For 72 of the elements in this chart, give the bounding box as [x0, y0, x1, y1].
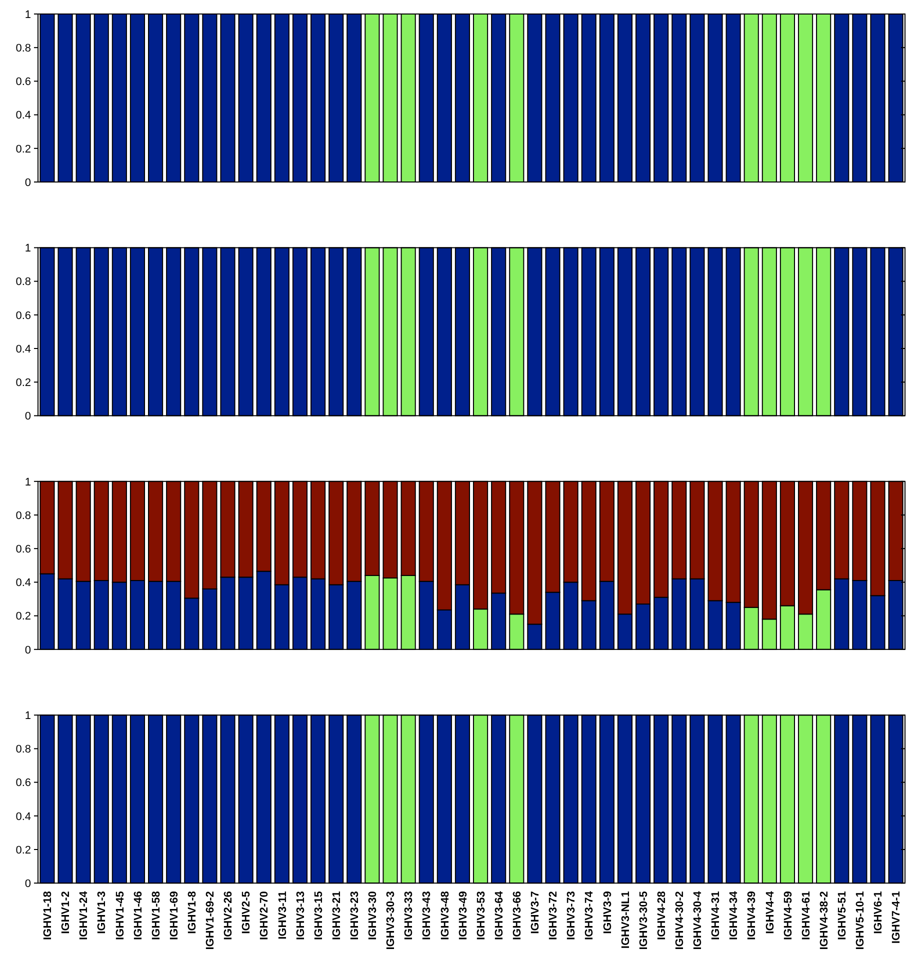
x-tick-label: IGHV2-26 — [222, 891, 235, 940]
x-tick-label: IGHV3-30-5 — [638, 891, 650, 950]
x-tick-label: IGHV3-11 — [276, 891, 289, 940]
x-tick-label: IGHV6-1 — [872, 891, 885, 934]
x-tick-label: IGHV2-5 — [240, 891, 253, 934]
x-tick-label: IGHV4-4 — [764, 890, 776, 934]
x-tick-label: IGHV3-33 — [403, 891, 416, 940]
x-tick-label: IGHV1-3 — [96, 891, 108, 934]
x-tick-label: IGHV3-73 — [566, 891, 578, 940]
y-tick-label: 0.8 — [16, 42, 31, 54]
y-tick-label: 1 — [24, 242, 31, 255]
x-tick-label: IGHV3-48 — [439, 891, 452, 940]
x-tick-label: IGHV3-9 — [602, 891, 614, 934]
x-tick-label: IGHV5-10-1 — [854, 891, 867, 950]
y-tick-label: 0.8 — [16, 510, 31, 522]
x-tick-label: IGHV3-53 — [475, 891, 488, 940]
x-tick-label: IGHV1-8 — [186, 891, 198, 934]
x-tick-label: IGHV4-38-2 — [818, 891, 830, 950]
x-tick-label: IGHV1-18 — [42, 891, 54, 940]
x-tick-label: IGHV4-30-2 — [674, 891, 686, 950]
y-tick-label: 0.2 — [16, 143, 31, 156]
x-tick-label: IGHV1-69-2 — [204, 891, 217, 950]
x-tick-label: IGHV3-30-3 — [385, 891, 398, 950]
x-tick-label: IGHV1-46 — [132, 891, 144, 940]
y-tick-label: 0.8 — [16, 744, 31, 756]
x-tick-label: IGHV3-23 — [348, 891, 361, 940]
x-tick-label: IGHV4-31 — [710, 891, 722, 940]
y-tick-label: 0 — [24, 878, 31, 890]
x-tick-label: IGHV3-74 — [584, 890, 596, 940]
x-tick-label: IGHV3-15 — [312, 891, 325, 940]
y-tick-label: 0 — [24, 644, 31, 656]
x-tick-label: IGHV3-66 — [511, 891, 524, 940]
y-tick-label: 0.8 — [16, 276, 31, 288]
y-tick-label: 0.4 — [16, 343, 31, 356]
x-tick-label: IGHV4-30-4 — [692, 890, 704, 950]
y-tick-label: 1 — [24, 8, 31, 21]
x-tick-label: IGHV4-28 — [656, 891, 668, 940]
x-tick-label: IGHV3-64 — [493, 890, 506, 940]
x-tick-label: IGHV3-13 — [294, 891, 307, 940]
y-tick-label: 0.4 — [16, 110, 31, 122]
y-tick-label: 0.2 — [16, 376, 31, 389]
x-tick-label: IGHV3-NL1 — [620, 891, 632, 949]
x-tick-label: IGHV4-59 — [782, 891, 794, 940]
y-tick-label: 1 — [24, 476, 31, 488]
x-tick-label: IGHV1-58 — [150, 891, 162, 940]
y-tick-label: 0.2 — [16, 610, 31, 623]
x-tick-label: IGHV3-30 — [367, 891, 380, 940]
y-tick-label: 0.6 — [16, 543, 31, 556]
x-tick-label: IGHV3-43 — [421, 891, 434, 940]
x-tick-label: IGHV3-7 — [530, 891, 542, 934]
x-tick-label: IGHV4-61 — [800, 891, 812, 940]
y-tick-label: 0 — [24, 410, 31, 423]
y-tick-label: 0.6 — [16, 76, 31, 88]
x-tick-label: IGHV3-72 — [548, 891, 560, 940]
y-tick-label: 0.6 — [16, 310, 31, 322]
x-tick-label: IGHV3-49 — [457, 891, 470, 940]
x-tick-label: IGHV1-45 — [114, 891, 126, 940]
x-tick-label: IGHV5-51 — [836, 891, 848, 940]
x-tick-label: IGHV1-2 — [60, 891, 72, 934]
y-tick-label: 0.4 — [16, 810, 31, 823]
x-tick-label: IGHV1-24 — [78, 890, 90, 940]
y-tick-label: 0.4 — [16, 577, 31, 590]
y-tick-label: 0.6 — [16, 777, 31, 790]
x-tick-label: IGHV3-21 — [330, 891, 343, 940]
x-tick-label: IGHV2-70 — [258, 891, 271, 940]
y-tick-label: 0.2 — [16, 844, 31, 856]
x-tick-label: IGHV4-34 — [728, 890, 740, 940]
x-tick-label: IGHV1-69 — [168, 891, 180, 940]
x-tick-label: IGHV7-4-1 — [890, 891, 903, 944]
y-tick-label: 1 — [24, 710, 31, 722]
y-tick-label: 0 — [24, 176, 31, 189]
x-tick-label: IGHV4-39 — [746, 891, 758, 940]
